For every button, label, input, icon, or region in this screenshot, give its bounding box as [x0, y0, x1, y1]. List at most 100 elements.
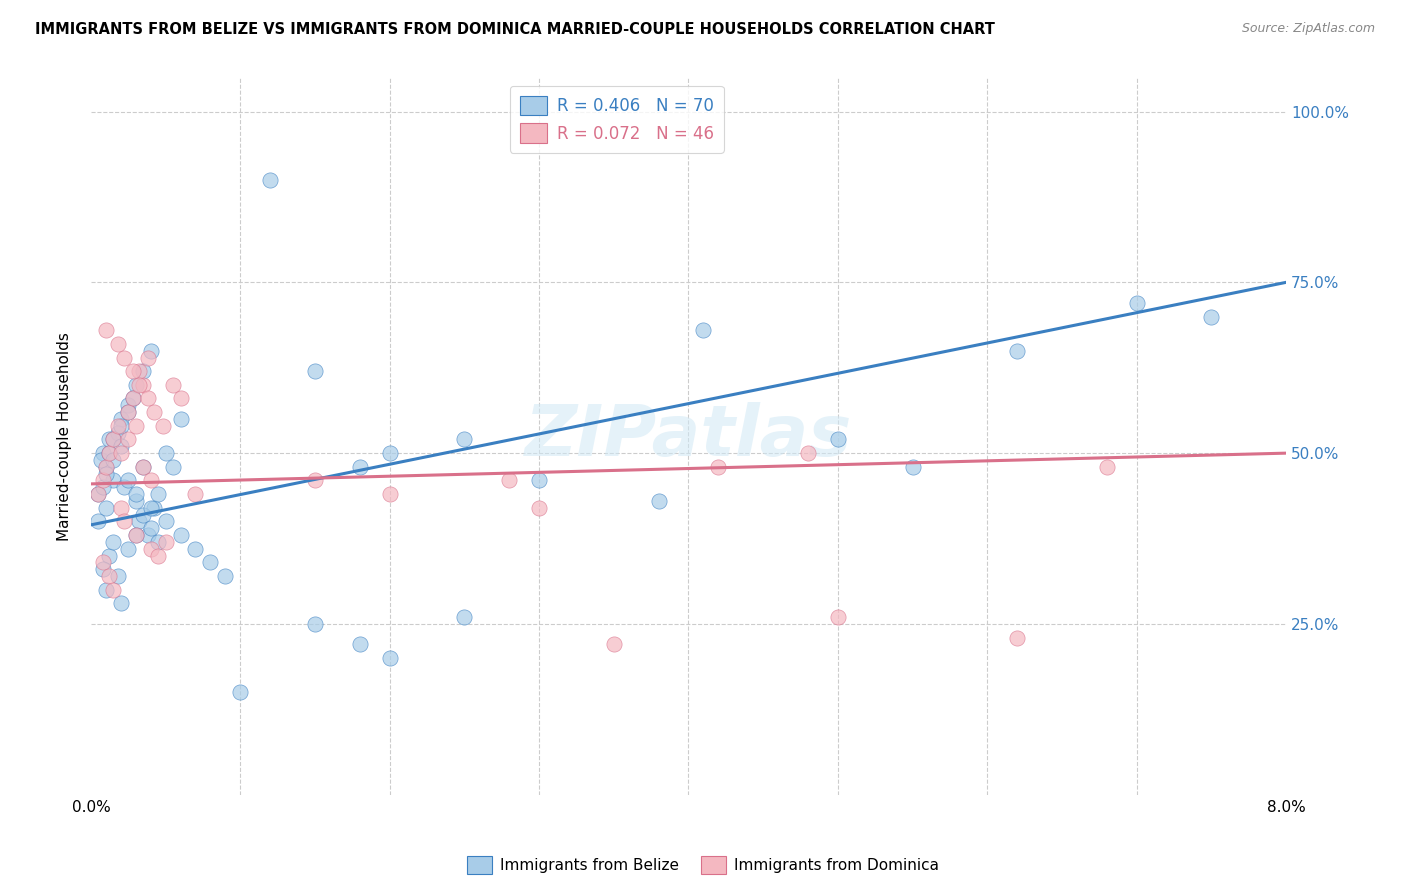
- Point: [97, 569, 120, 583]
- Text: IMMIGRANTS FROM BELIZE VS IMMIGRANTS FROM DOMINICA MARRIED-COUPLE HOUSEHOLDS COR: IMMIGRANTS FROM BELIZE VS IMMIGRANTS FRO…: [35, 22, 995, 37]
- Point: [527, 474, 550, 488]
- Legend: Immigrants from Belize, Immigrants from Dominica: Immigrants from Belize, Immigrants from …: [461, 850, 945, 880]
- Point: [797, 446, 820, 460]
- Point: [128, 377, 150, 392]
- Point: [259, 173, 281, 187]
- Point: [1005, 343, 1028, 358]
- Point: [103, 474, 125, 488]
- Point: [378, 446, 401, 460]
- Point: [349, 459, 371, 474]
- Point: [103, 433, 125, 447]
- Point: [155, 535, 177, 549]
- Point: [125, 418, 148, 433]
- Legend: R = 0.406   N = 70, R = 0.072   N = 46: R = 0.406 N = 70, R = 0.072 N = 46: [510, 86, 724, 153]
- Point: [87, 515, 110, 529]
- Point: [103, 433, 125, 447]
- Point: [647, 494, 669, 508]
- Point: [378, 651, 401, 665]
- Point: [94, 467, 117, 481]
- Point: [94, 582, 117, 597]
- Y-axis label: Married-couple Households: Married-couple Households: [58, 332, 72, 541]
- Point: [304, 474, 326, 488]
- Point: [827, 433, 849, 447]
- Point: [132, 364, 155, 378]
- Point: [87, 487, 110, 501]
- Point: [139, 343, 162, 358]
- Point: [112, 515, 135, 529]
- Point: [110, 439, 132, 453]
- Point: [132, 508, 155, 522]
- Point: [304, 616, 326, 631]
- Point: [125, 528, 148, 542]
- Point: [146, 549, 169, 563]
- Point: [121, 392, 143, 406]
- Point: [94, 459, 117, 474]
- Point: [107, 336, 129, 351]
- Point: [121, 364, 143, 378]
- Point: [125, 494, 148, 508]
- Point: [103, 535, 125, 549]
- Point: [139, 474, 162, 488]
- Point: [152, 418, 174, 433]
- Point: [349, 637, 371, 651]
- Point: [121, 392, 143, 406]
- Point: [132, 459, 155, 474]
- Point: [97, 433, 120, 447]
- Point: [1125, 296, 1147, 310]
- Point: [125, 528, 148, 542]
- Point: [1005, 631, 1028, 645]
- Point: [132, 377, 155, 392]
- Point: [91, 474, 114, 488]
- Point: [110, 418, 132, 433]
- Point: [90, 453, 112, 467]
- Point: [901, 459, 924, 474]
- Point: [214, 569, 236, 583]
- Point: [132, 459, 155, 474]
- Point: [97, 446, 120, 460]
- Point: [107, 569, 129, 583]
- Point: [94, 500, 117, 515]
- Point: [1095, 459, 1118, 474]
- Point: [117, 474, 139, 488]
- Point: [91, 556, 114, 570]
- Point: [136, 351, 159, 365]
- Point: [91, 562, 114, 576]
- Point: [91, 446, 114, 460]
- Point: [94, 459, 117, 474]
- Point: [453, 610, 475, 624]
- Point: [304, 364, 326, 378]
- Point: [378, 487, 401, 501]
- Point: [155, 515, 177, 529]
- Point: [139, 521, 162, 535]
- Point: [169, 412, 191, 426]
- Point: [169, 392, 191, 406]
- Point: [146, 535, 169, 549]
- Point: [453, 433, 475, 447]
- Point: [155, 446, 177, 460]
- Point: [97, 549, 120, 563]
- Point: [184, 487, 207, 501]
- Point: [125, 487, 148, 501]
- Point: [184, 541, 207, 556]
- Point: [110, 596, 132, 610]
- Point: [91, 480, 114, 494]
- Point: [128, 515, 150, 529]
- Point: [103, 453, 125, 467]
- Point: [112, 351, 135, 365]
- Point: [229, 685, 252, 699]
- Point: [87, 487, 110, 501]
- Point: [707, 459, 730, 474]
- Point: [498, 474, 520, 488]
- Point: [107, 425, 129, 440]
- Text: Source: ZipAtlas.com: Source: ZipAtlas.com: [1241, 22, 1375, 36]
- Point: [110, 446, 132, 460]
- Point: [97, 446, 120, 460]
- Point: [1201, 310, 1223, 324]
- Point: [827, 610, 849, 624]
- Point: [128, 364, 150, 378]
- Point: [200, 556, 222, 570]
- Point: [146, 487, 169, 501]
- Point: [103, 582, 125, 597]
- Point: [136, 528, 159, 542]
- Point: [117, 433, 139, 447]
